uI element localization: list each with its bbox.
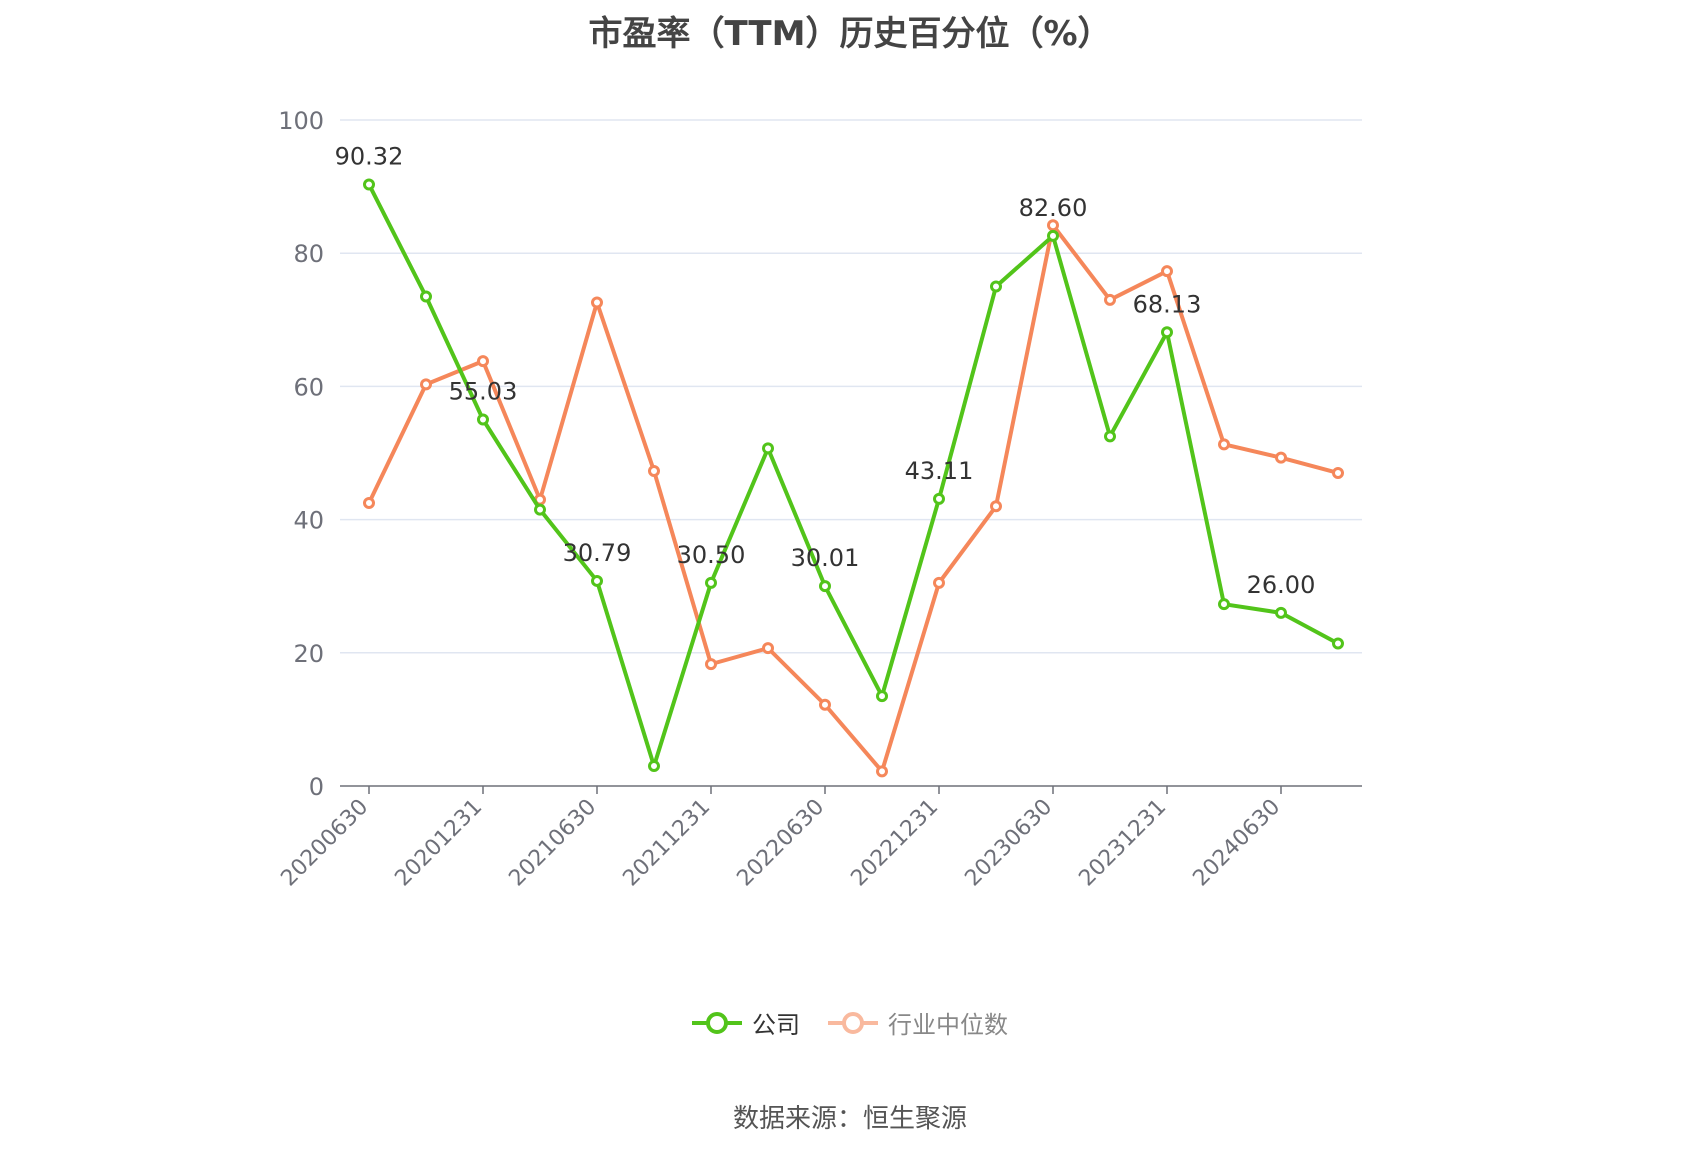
company-point: [933, 492, 945, 505]
company-point: [1161, 326, 1173, 339]
company-point: [477, 413, 489, 426]
legend-industry-label: 行业中位数: [888, 1011, 1008, 1039]
data-label: 26.00: [1247, 571, 1316, 599]
company-point: [1275, 606, 1287, 619]
company-point: [591, 574, 603, 587]
company-point: [762, 442, 774, 455]
industry-point: [1104, 293, 1116, 306]
company-point: [648, 760, 660, 773]
legend-company-label: 公司: [752, 1011, 800, 1039]
industry-point: [1275, 451, 1287, 464]
industry-line: [367, 223, 1339, 774]
data-label: 30.01: [791, 544, 860, 572]
data-label: 68.13: [1133, 290, 1202, 318]
legend-item-industry[interactable]: 行业中位数: [828, 1005, 1008, 1040]
company-point: [876, 690, 888, 703]
data-label: 55.03: [449, 378, 518, 406]
industry-point: [705, 658, 717, 671]
industry-point: [477, 355, 489, 368]
series-lines: [363, 178, 1344, 778]
data-label: 90.32: [335, 142, 404, 170]
x-tick-label: 20240630: [1188, 795, 1285, 892]
company-point: [990, 280, 1002, 293]
y-tick-label: 20: [293, 640, 324, 668]
x-tick-label: 20210630: [504, 795, 601, 892]
x-tick-label: 20200630: [276, 795, 373, 892]
company-point: [1218, 598, 1230, 611]
company-point: [705, 576, 717, 589]
grid-lines: [340, 119, 1362, 654]
legend: 公司 行业中位数: [0, 1005, 1700, 1040]
industry-point: [648, 464, 660, 477]
industry-point: [1161, 265, 1173, 278]
company-point: [819, 580, 831, 593]
y-tick-label: 40: [293, 507, 324, 535]
x-tick-label: 20231231: [1074, 795, 1171, 892]
company-point: [363, 178, 375, 191]
x-tick-label: 20211231: [618, 795, 715, 892]
industry-point: [990, 500, 1002, 513]
company-line: [367, 183, 1339, 769]
axes: 0 20 40 60 80 100 20200630 20201231 20210630 2021…: [276, 107, 1362, 891]
industry-point: [819, 698, 831, 711]
company-point: [534, 503, 546, 516]
chart-title: 市盈率（TTM）历史百分位（%）: [588, 14, 1112, 54]
y-tick-label: 80: [293, 240, 324, 268]
company-point: [1104, 430, 1116, 443]
data-source: 数据来源：恒生聚源: [732, 1104, 967, 1134]
data-label: 82.60: [1019, 194, 1088, 222]
y-tick-label: 100: [278, 107, 324, 135]
x-tick-label: 20221231: [846, 795, 943, 892]
industry-point: [876, 765, 888, 778]
x-tick-label: 20201231: [390, 795, 487, 892]
data-label: 30.50: [677, 541, 746, 569]
legend-item-company[interactable]: 公司: [692, 1005, 800, 1040]
y-tick-label: 60: [293, 373, 324, 401]
company-point: [1332, 637, 1344, 650]
industry-point: [1047, 219, 1059, 232]
industry-point: [420, 378, 432, 391]
x-tick-label: 20230630: [960, 795, 1057, 892]
data-labels: 90.32 55.03 30.79 30.50 30.01 43.11 82.60 68.13…: [335, 142, 1316, 598]
legend-industry-marker-icon: [828, 1011, 878, 1034]
legend-company-marker-icon: [692, 1011, 742, 1034]
industry-point: [933, 576, 945, 589]
industry-point: [1332, 466, 1344, 479]
data-label: 30.79: [563, 539, 632, 567]
x-tick-label: 20220630: [732, 795, 829, 892]
industry-point: [1218, 438, 1230, 451]
company-point: [1047, 229, 1059, 242]
company-point: [420, 290, 432, 303]
industry-point: [363, 496, 375, 509]
y-tick-label: 0: [309, 773, 324, 801]
industry-point: [762, 642, 774, 655]
data-label: 43.11: [905, 457, 974, 485]
industry-point: [591, 296, 603, 309]
